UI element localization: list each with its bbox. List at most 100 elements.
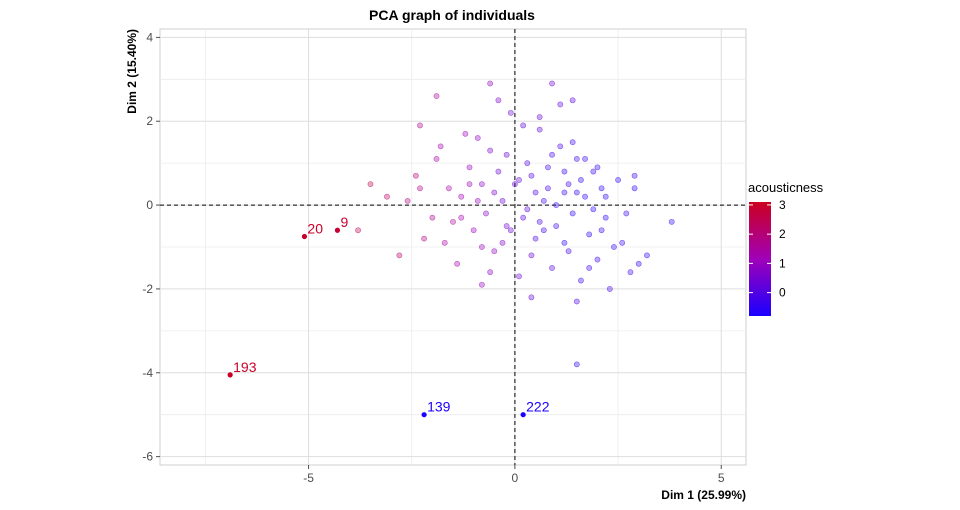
data-point <box>545 164 551 171</box>
data-point <box>507 227 514 234</box>
data-point <box>528 294 535 301</box>
data-point <box>590 168 597 175</box>
data-point <box>586 231 593 238</box>
data-point <box>487 80 494 87</box>
data-point <box>462 130 469 137</box>
data-point <box>561 168 568 175</box>
data-point <box>458 193 465 200</box>
x-tick-label: -5 <box>303 471 314 485</box>
data-point <box>594 164 601 171</box>
data-point <box>644 252 650 259</box>
data-point <box>631 172 638 179</box>
data-point <box>569 210 576 217</box>
data-point <box>474 197 481 204</box>
data-point <box>549 265 555 271</box>
y-tick-label: -4 <box>142 366 153 380</box>
data-point <box>503 223 510 229</box>
x-tick-label: 0 <box>512 471 519 485</box>
data-point <box>499 197 506 204</box>
data-point <box>478 244 485 250</box>
data-point <box>536 218 543 225</box>
data-point <box>586 265 593 271</box>
legend-tick-label: 3 <box>779 198 786 212</box>
data-point <box>573 156 580 162</box>
data-point <box>561 189 568 196</box>
data-point <box>532 235 539 242</box>
data-point <box>582 193 588 200</box>
data-point <box>565 181 572 188</box>
color-legend: acousticness 0 1 2 3 <box>748 180 824 316</box>
data-point <box>631 185 638 192</box>
data-point <box>540 227 547 234</box>
legend-tick-label: 0 <box>779 286 786 300</box>
data-point <box>557 101 564 108</box>
data-point <box>536 114 543 120</box>
point-label: 9 <box>340 214 348 230</box>
data-point <box>412 172 419 179</box>
data-point <box>536 126 543 133</box>
data-point <box>417 185 423 192</box>
data-point <box>578 177 584 183</box>
data-point <box>594 256 601 263</box>
data-point <box>487 147 494 154</box>
data-point <box>437 143 444 150</box>
data-point <box>569 97 576 104</box>
data-point <box>565 248 572 255</box>
data-point <box>578 277 584 284</box>
data-point <box>545 185 551 192</box>
data-point <box>528 172 535 179</box>
data-point <box>404 197 411 204</box>
data-point <box>557 143 564 150</box>
data-point <box>532 189 539 196</box>
data-point <box>355 227 361 234</box>
legend-title: acousticness <box>748 180 824 195</box>
x-tick-label: 5 <box>718 471 725 485</box>
data-point <box>499 239 506 246</box>
y-tick-label: 0 <box>146 198 153 212</box>
data-point <box>396 252 403 259</box>
labeled-point <box>301 233 308 240</box>
data-point <box>516 273 522 280</box>
data-points <box>355 80 675 368</box>
labeled-point <box>227 372 233 378</box>
chart-title: PCA graph of individuals <box>369 7 535 23</box>
data-point <box>528 252 535 259</box>
x-axis-label: Dim 1 (25.99%) <box>661 488 746 502</box>
data-point <box>495 168 502 175</box>
axis-ticks: -5 0 5 -6 -4 -2 0 2 4 <box>142 30 725 485</box>
data-point <box>417 122 423 129</box>
point-label: 193 <box>233 359 257 375</box>
data-point <box>520 122 527 129</box>
data-point <box>421 235 428 242</box>
y-axis-label: Dim 2 (15.40%) <box>125 29 139 114</box>
data-point <box>540 197 547 204</box>
legend-tick-label: 1 <box>779 256 786 270</box>
data-point <box>573 189 580 196</box>
data-point <box>429 214 436 221</box>
data-point <box>573 298 580 305</box>
data-point <box>569 139 576 146</box>
data-point <box>466 181 473 188</box>
data-point <box>433 156 440 162</box>
data-point <box>549 151 555 158</box>
data-point <box>491 189 498 196</box>
data-point <box>478 281 485 288</box>
data-point <box>623 210 630 217</box>
data-point <box>516 177 522 183</box>
data-point <box>561 239 568 246</box>
data-point <box>619 239 626 246</box>
labeled-points: 193 20 9 139 222 <box>227 214 550 418</box>
data-point <box>433 93 440 99</box>
data-point <box>478 181 485 188</box>
labeled-point <box>421 412 427 418</box>
data-point <box>549 80 555 87</box>
y-tick-label: 4 <box>146 30 153 44</box>
data-point <box>598 227 605 234</box>
data-point <box>454 260 461 267</box>
data-point <box>487 269 494 276</box>
y-tick-label: -2 <box>142 282 153 296</box>
data-point <box>491 248 498 255</box>
data-point <box>635 260 642 267</box>
data-point <box>606 286 613 292</box>
